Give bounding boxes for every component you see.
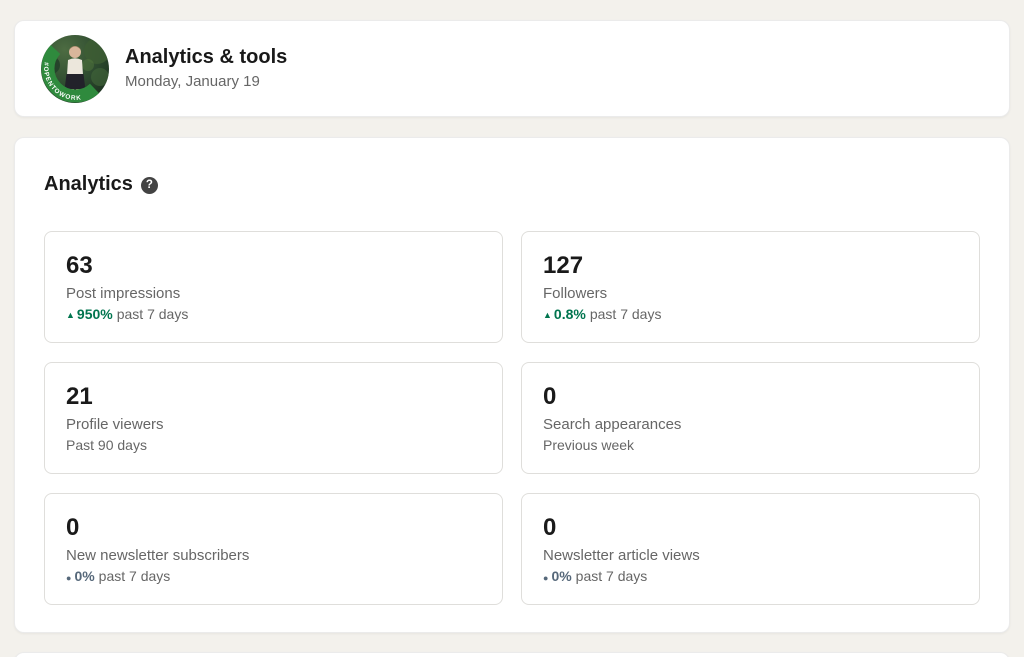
- trend-text: past 7 days: [575, 568, 648, 584]
- trend-percent: 0.8%: [553, 306, 586, 322]
- page-date: Monday, January 19: [125, 73, 260, 90]
- open-to-work-ring: [41, 44, 99, 103]
- page-header-card: #OPENTOWORK Analytics & tools Monday, Ja…: [14, 20, 1010, 117]
- stat-label: Search appearances: [543, 416, 682, 433]
- page-title: Analytics & tools: [125, 46, 288, 68]
- stat-card[interactable]: 127 Followers ▲ 0.8% past 7 days: [521, 231, 980, 343]
- stat-label: New newsletter subscribers: [66, 547, 250, 564]
- stat-trend: ● 0% past 7 days: [543, 567, 958, 588]
- trend-marker-icon: ▲: [543, 310, 552, 320]
- trend-marker-icon: ●: [66, 573, 72, 583]
- stat-label: Post impressions: [66, 285, 181, 302]
- trend-marker-icon: ●: [543, 573, 549, 583]
- stat-trend: Previous week: [543, 436, 958, 455]
- stat-value: 63: [66, 252, 93, 279]
- stat-label: Newsletter article views: [543, 547, 700, 564]
- analytics-heading: Analytics: [44, 173, 133, 195]
- trend-marker-icon: ▲: [66, 310, 75, 320]
- header-text-block: Analytics & tools Monday, January 19: [125, 44, 287, 93]
- avatar-person-head: [69, 45, 81, 58]
- stat-trend: ▲ 0.8% past 7 days: [543, 305, 958, 326]
- stat-card[interactable]: 0 Newsletter article views ● 0% past 7 d…: [521, 493, 980, 605]
- next-section-card: [14, 652, 1010, 657]
- trend-text: Past 90 days: [66, 437, 147, 453]
- stat-card[interactable]: 0 Search appearances Previous week: [521, 362, 980, 474]
- trend-text: past 7 days: [98, 568, 171, 584]
- trend-percent: 0%: [551, 568, 572, 584]
- avatar[interactable]: #OPENTOWORK: [41, 34, 109, 103]
- analytics-heading-row: Analytics ?: [44, 172, 980, 196]
- avatar-image: #OPENTOWORK: [41, 34, 109, 103]
- stat-trend: ▲ 950% past 7 days: [66, 305, 481, 326]
- help-icon[interactable]: ?: [140, 176, 158, 194]
- stat-value: 0: [543, 383, 557, 410]
- stat-value: 0: [543, 514, 557, 541]
- stat-card[interactable]: 63 Post impressions ▲ 950% past 7 days: [44, 231, 503, 343]
- stat-value: 21: [66, 383, 93, 410]
- stat-value: 127: [543, 252, 584, 279]
- stat-trend: Past 90 days: [66, 436, 481, 455]
- trend-text: past 7 days: [116, 306, 189, 322]
- stats-grid: 63 Post impressions ▲ 950% past 7 days 1…: [44, 231, 980, 605]
- stat-value: 0: [66, 514, 80, 541]
- stat-card[interactable]: 21 Profile viewers Past 90 days: [44, 362, 503, 474]
- stat-label: Profile viewers: [66, 416, 164, 433]
- trend-text: Previous week: [543, 437, 635, 453]
- stat-card[interactable]: 0 New newsletter subscribers ● 0% past 7…: [44, 493, 503, 605]
- trend-percent: 950%: [76, 306, 113, 322]
- stat-trend: ● 0% past 7 days: [66, 567, 481, 588]
- trend-percent: 0%: [74, 568, 95, 584]
- stat-label: Followers: [543, 285, 608, 302]
- trend-text: past 7 days: [589, 306, 662, 322]
- analytics-section-card: Analytics ? 63 Post impressions ▲ 950% p…: [14, 137, 1010, 633]
